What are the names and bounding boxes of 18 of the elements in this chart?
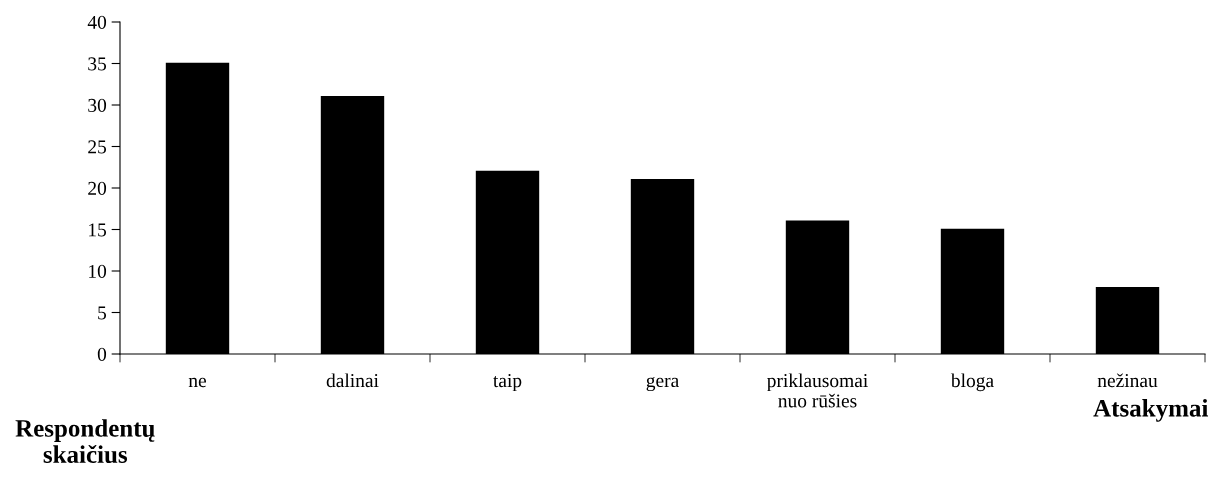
x-tick-label: dalinai: [326, 373, 379, 388]
y-tick-label: 15: [89, 223, 107, 237]
y-tick-label: 30: [88, 98, 107, 112]
x-tick-label: taip: [493, 374, 522, 392]
y-tick-label: 0: [97, 347, 107, 361]
x-tick-label: bloga: [950, 373, 994, 392]
y-tick-label: 35: [88, 57, 107, 71]
y-tick-label: 40: [87, 15, 107, 29]
y-tick-label: 10: [89, 264, 107, 278]
y-tick-label: 20: [88, 181, 107, 195]
x-tick-label: gera: [646, 376, 679, 392]
x-tick-label: priklausomai nuo rūšies: [767, 373, 868, 408]
y-tick-label: 5: [98, 306, 107, 320]
x-tick-label: ne: [188, 377, 206, 388]
y-tick-label: 25: [88, 140, 107, 154]
x-axis-title: Atsakymai: [1093, 399, 1209, 422]
y-axis-title: Respondentų skaičius: [15, 419, 155, 464]
x-tick-label: nežinau: [1097, 373, 1158, 388]
